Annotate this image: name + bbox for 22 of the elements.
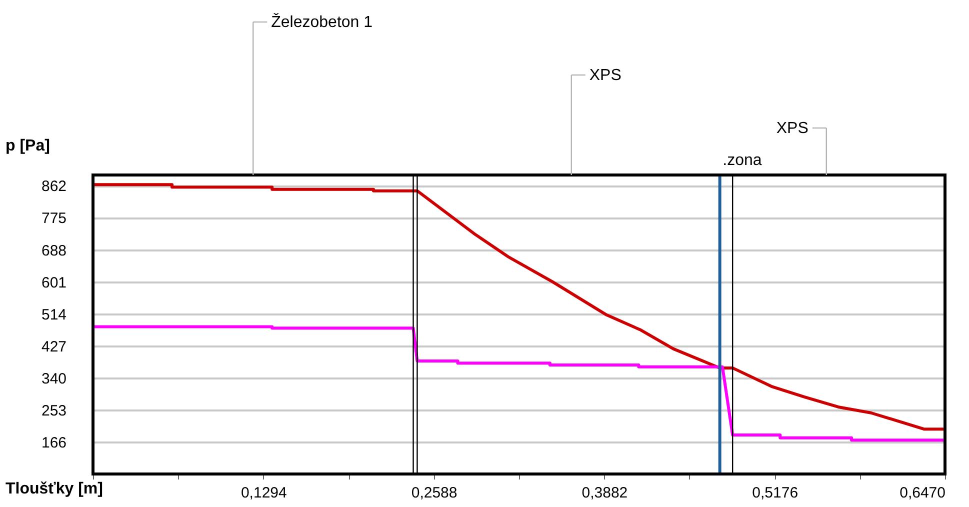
y-tick-label: 166 bbox=[42, 434, 67, 452]
y-tick-label: 775 bbox=[42, 210, 67, 228]
y-tick-label: 862 bbox=[42, 178, 67, 196]
y-tick-label: 688 bbox=[42, 242, 67, 260]
x-tick-label: 0,2588 bbox=[411, 484, 458, 502]
text: .zona bbox=[722, 152, 762, 169]
line-series bbox=[92, 183, 946, 431]
y-tick-label: 601 bbox=[42, 274, 67, 292]
y-tick-label: 340 bbox=[42, 370, 67, 388]
text: XPS bbox=[589, 67, 622, 84]
x-tick-label: 0,1294 bbox=[240, 484, 287, 502]
x-tick-label: 0,3882 bbox=[582, 484, 628, 502]
x-tick-label: 0,5176 bbox=[752, 484, 798, 502]
y-tick-label: 253 bbox=[42, 402, 67, 420]
x-tick-label: 0,6470 bbox=[900, 484, 946, 502]
y-axis-title: p [Pa] bbox=[6, 138, 50, 154]
y-tick-label: 427 bbox=[42, 338, 67, 356]
line-series bbox=[92, 325, 946, 442]
text: Železobeton 1 bbox=[271, 13, 373, 31]
y-tick-label: 514 bbox=[42, 306, 67, 324]
x-axis-title: Tloušťky [m] bbox=[6, 480, 103, 498]
text: XPS bbox=[776, 120, 808, 137]
